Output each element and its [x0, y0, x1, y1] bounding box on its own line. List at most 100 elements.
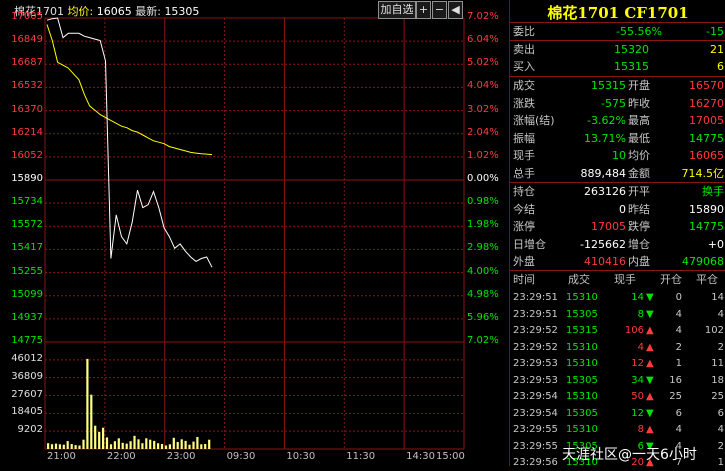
volume-bar	[149, 439, 152, 449]
quote-label: 总手	[513, 166, 535, 180]
volume-bar	[141, 443, 144, 449]
quote-value: 15315	[591, 79, 626, 92]
trade-row[interactable]: 23:29:54 15310 50 25 25 ▲	[510, 388, 725, 405]
trade-close: 11	[711, 358, 724, 369]
arrow-down-icon: ▼	[646, 292, 654, 303]
quote-value: 410416	[584, 255, 626, 268]
volume-bar	[78, 445, 81, 449]
divider	[510, 270, 725, 271]
quote-value: 16065	[689, 149, 724, 162]
trade-close: 4	[717, 308, 724, 320]
volume-bar	[113, 441, 116, 449]
volume-bar	[82, 439, 85, 449]
trade-qty: 6	[637, 440, 644, 452]
trade-time: 23:29:53	[513, 374, 558, 386]
trade-price: 15310	[566, 358, 598, 369]
price-tick-label: 16370	[11, 103, 43, 115]
trade-open: 0	[675, 292, 682, 303]
arrow-up-icon: ▲	[646, 325, 654, 336]
trade-row[interactable]: 23:29:52 15315 106 4 102 ▲	[510, 322, 725, 339]
price-line	[46, 17, 213, 268]
quote-label: 外盘	[513, 255, 535, 268]
arrow-up-icon: ▲	[646, 341, 654, 353]
price-tick-label: 16214	[11, 126, 43, 138]
trade-price: 15310	[566, 424, 598, 435]
quote-label: 今结	[513, 202, 535, 216]
bid-row: 买入 15315 6	[510, 58, 725, 75]
trade-row[interactable]: 23:29:51 15305 8 4 4 ▼	[510, 306, 725, 323]
weibi-extra: -15	[706, 25, 724, 38]
trade-row[interactable]: 23:29:54 15305 12 6 6 ▼	[510, 405, 725, 422]
contract-name: 棉花1701	[14, 5, 64, 18]
trade-close: 14	[711, 292, 724, 303]
trade-close: 102	[704, 325, 724, 336]
trade-close: 25	[711, 391, 724, 402]
trade-row[interactable]: 23:29:53 15310 12 1 11 ▲	[510, 355, 725, 372]
trade-row[interactable]: 23:29:53 15305 34 16 18 ▼	[510, 372, 725, 389]
price-tick-label: 16052	[11, 149, 43, 161]
percent-tick-label: 2.04%	[467, 126, 499, 138]
trade-qty: 4	[637, 341, 644, 353]
avg-price-value: 16065	[96, 5, 132, 18]
volume-bar	[133, 435, 136, 449]
volume-bar	[192, 441, 195, 449]
trade-close: 1	[717, 457, 724, 468]
price-tick-label: 14937	[11, 311, 43, 323]
volume-bar	[157, 443, 160, 449]
quote-value: +0	[707, 237, 724, 251]
percent-tick-label: 5.02%	[467, 57, 499, 69]
trade-qty: 50	[631, 391, 644, 402]
trade-row[interactable]: 23:29:52 15310 4 2 2 ▲	[510, 339, 725, 356]
price-tick-label: 15890	[11, 173, 43, 184]
volume-bar	[94, 425, 97, 449]
quote-value: 263126	[584, 185, 626, 198]
percent-tick-label: 4.04%	[467, 80, 499, 92]
volume-tick-label: 18405	[11, 406, 43, 418]
trade-open: 16	[669, 374, 682, 386]
percent-tick-label: 4.00%	[467, 265, 499, 277]
arrow-up-icon: ▲	[646, 424, 654, 435]
percent-tick-label: 0.98%	[467, 196, 499, 208]
percent-tick-label: 7.02%	[467, 335, 499, 346]
quote-value: 714.5亿	[681, 166, 725, 180]
trade-row[interactable]: 23:29:51 15310 14 0 14 ▼	[510, 289, 725, 306]
weibi-value: -55.56%	[616, 25, 662, 38]
trades-col-time: 时间	[513, 273, 535, 286]
quote-label: 增仓	[628, 237, 650, 251]
intraday-chart[interactable]: 棉花1701 均价: 16065 最新: 15305 加自选 + − ◀ 170…	[0, 0, 508, 466]
volume-bar	[121, 442, 124, 449]
latest-price-value: 15305	[164, 5, 200, 18]
volume-bar	[90, 394, 93, 449]
trade-row[interactable]: 23:29:56 15310 20 7 1 ▲	[510, 454, 725, 471]
time-tick-label: 09:30	[226, 451, 256, 462]
quote-label: 最高	[628, 114, 650, 127]
zoom-out-button[interactable]: −	[432, 1, 447, 19]
back-button[interactable]: ◀	[448, 1, 463, 19]
trade-open: 1	[675, 358, 682, 369]
volume-bar	[66, 441, 69, 449]
ask-price: 15320	[614, 43, 649, 56]
quote-row: 外盘 410416 内盘 479068	[510, 253, 725, 270]
quote-label: 涨停	[513, 220, 535, 233]
volume-bar	[102, 427, 105, 449]
weibi-label: 委比	[513, 25, 535, 38]
volume-bar	[164, 445, 168, 449]
add-watchlist-button[interactable]: 加自选	[378, 1, 416, 19]
trade-close: 6	[717, 407, 724, 419]
trade-qty: 8	[637, 308, 644, 320]
time-tick-label: 14:30	[406, 451, 435, 462]
panel-title: 棉花1701 CF1701	[547, 4, 689, 22]
trade-row[interactable]: 23:29:55 15310 8 4 4 ▲	[510, 421, 725, 438]
trade-row[interactable]: 23:29:55 15305 6 4 2 ▼	[510, 438, 725, 455]
arrow-down-icon: ▼	[646, 308, 654, 320]
percent-tick-label: 0.00%	[467, 173, 499, 184]
quote-panel: 棉花1701 CF1701 委比 -55.56% -15 卖出 15320 21…	[509, 0, 725, 468]
zoom-in-button[interactable]: +	[416, 1, 431, 19]
quote-label: 日增仓	[513, 237, 546, 251]
percent-tick-label: 3.02%	[467, 103, 499, 115]
trades-col-close: 平仓	[696, 273, 718, 286]
percent-tick-label: 5.96%	[467, 311, 499, 323]
quote-value: 换手	[702, 185, 724, 198]
percent-tick-label: 1.02%	[467, 149, 499, 161]
trade-time: 23:29:52	[513, 341, 558, 353]
